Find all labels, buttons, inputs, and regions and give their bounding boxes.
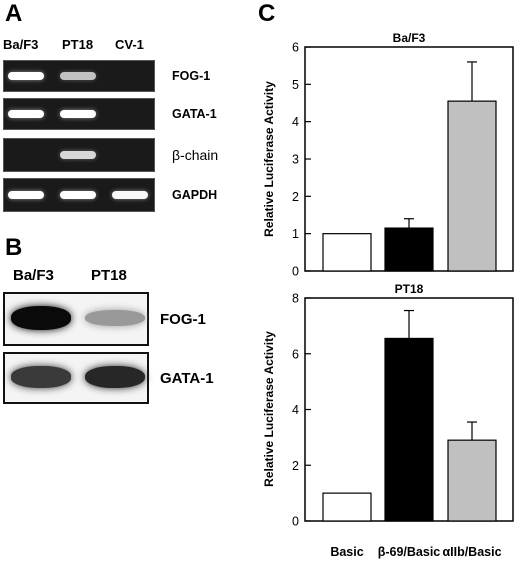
gel-band bbox=[60, 72, 96, 80]
blot-band bbox=[11, 366, 71, 388]
lane-label-pt18: PT18 bbox=[62, 37, 94, 52]
western-blot-fog1 bbox=[3, 292, 149, 346]
gel-band bbox=[112, 191, 148, 199]
blot-band bbox=[85, 309, 145, 327]
chart-title: PT18 bbox=[395, 282, 424, 296]
panel-a-label: A bbox=[5, 0, 23, 27]
gel-row-fog1 bbox=[3, 60, 155, 92]
panel-c-label: C bbox=[258, 0, 276, 27]
bar-alpha-iib bbox=[447, 100, 497, 272]
y-tick-label: 5 bbox=[292, 78, 299, 92]
western-blot-gata1 bbox=[3, 352, 149, 404]
blot-row-label-gata1: GATA-1 bbox=[160, 370, 214, 387]
x-tick-label: β-69/Basic bbox=[378, 545, 441, 559]
chart-title: Ba/F3 bbox=[393, 31, 426, 45]
gel-band bbox=[8, 191, 44, 199]
chart-baf3: Ba/F3 Relative Luciferase Activity 0 1 2 3 4… bbox=[262, 31, 514, 279]
blot-band bbox=[85, 365, 145, 389]
y-tick-label: 2 bbox=[292, 190, 299, 204]
x-tick-label: Basic bbox=[330, 545, 363, 559]
y-tick-label: 0 bbox=[292, 265, 299, 279]
gel-band bbox=[60, 191, 96, 199]
bar-beta-69 bbox=[384, 337, 434, 522]
gel-row-gata1 bbox=[3, 98, 155, 130]
blot-lane-label-pt18: PT18 bbox=[91, 267, 127, 284]
blot-band bbox=[11, 306, 71, 330]
y-tick-label: 3 bbox=[292, 153, 299, 167]
y-tick-label: 4 bbox=[292, 403, 299, 417]
lane-label-cv1: CV-1 bbox=[115, 37, 144, 52]
row-label-gapdh: GAPDH bbox=[172, 188, 218, 202]
y-tick-label: 2 bbox=[292, 459, 299, 473]
gel-row-gapdh bbox=[3, 178, 155, 212]
row-label-beta-chain: β-chain bbox=[172, 147, 219, 163]
bar-alpha-iib bbox=[447, 439, 497, 522]
x-tick-label: αIIb/Basic bbox=[442, 545, 501, 559]
blot-lane-label-baf3: Ba/F3 bbox=[13, 267, 54, 284]
gel-band bbox=[8, 110, 44, 118]
row-label-gata1: GATA-1 bbox=[172, 107, 217, 121]
panel-b-label: B bbox=[5, 234, 23, 261]
chart-pt18: PT18 Relative Luciferase Activity 02468 … bbox=[262, 282, 514, 559]
bar-basic bbox=[322, 492, 372, 522]
row-label-fog1: FOG-1 bbox=[172, 69, 211, 83]
y-tick-label: 6 bbox=[292, 347, 299, 361]
lane-label-baf3: Ba/F3 bbox=[3, 37, 39, 52]
bar-beta-69 bbox=[384, 227, 434, 272]
y-axis-label: Relative Luciferase Activity bbox=[262, 331, 276, 487]
bar-basic bbox=[322, 233, 372, 272]
blot-row-label-fog1: FOG-1 bbox=[160, 311, 206, 328]
gel-row-beta-chain bbox=[3, 138, 155, 172]
y-tick-label: 8 bbox=[292, 292, 299, 306]
y-tick-label: 0 bbox=[292, 515, 299, 529]
gel-band bbox=[60, 110, 96, 118]
gel-band bbox=[8, 72, 44, 80]
y-tick-label: 6 bbox=[292, 41, 299, 55]
y-tick-label: 1 bbox=[292, 227, 299, 241]
gel-band bbox=[60, 151, 96, 159]
y-tick-label: 4 bbox=[292, 115, 299, 129]
y-axis-label: Relative Luciferase Activity bbox=[262, 81, 276, 237]
